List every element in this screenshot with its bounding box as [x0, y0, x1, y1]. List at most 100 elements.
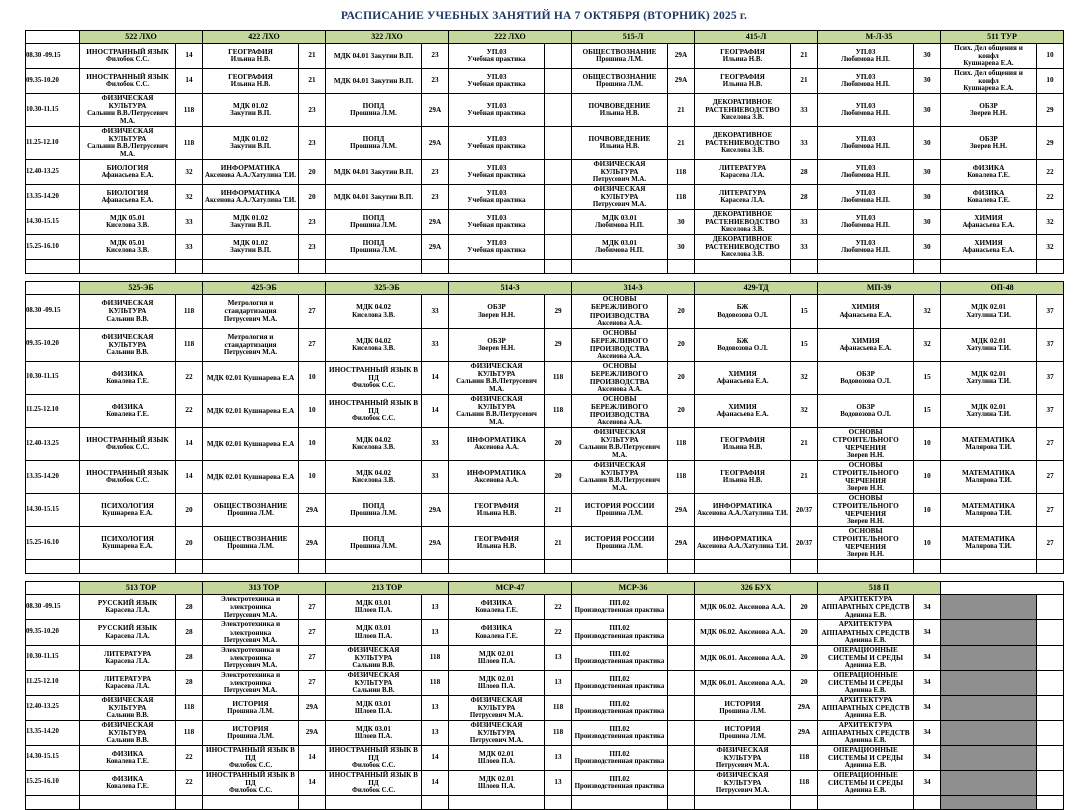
lesson-cell: ОБЩЕСТВОЗНАНИЕ Прошина Л.М.: [202, 493, 300, 528]
room-cell: 118: [544, 393, 573, 428]
group-header: 213 ТОР: [325, 581, 449, 596]
subject-label: ФИЗИЧЕСКАЯ КУЛЬТУРА: [101, 94, 154, 111]
lesson-cell: ПП.02 Производственная практика: [571, 769, 669, 796]
empty-cell: [421, 259, 449, 275]
room-cell: 22: [1036, 184, 1064, 211]
teacher-label: Сальнин В.В.: [352, 661, 395, 669]
room-cell: 30: [913, 234, 941, 261]
empty-cell: [940, 259, 1037, 275]
empty-cell: [79, 794, 176, 810]
room-cell: [1036, 769, 1065, 796]
room-cell: 10: [1036, 68, 1064, 95]
subject-label: ФИЗИЧЕСКАЯ КУЛЬТУРА: [470, 394, 523, 411]
subject-label: ПОПД: [362, 102, 385, 111]
lesson-cell: ОСНОВЫ СТРОИТЕЛЬНОГО ЧЕРЧЕНИЯ Зверев Н.Н.: [817, 493, 915, 528]
subject-label: УП.03: [855, 214, 876, 223]
teacher-label: Сальнин В.В./Петрусевич М.А.: [87, 110, 168, 126]
lesson-cell: ИСТОРИЯ Прошина Л.М.: [694, 694, 792, 721]
teacher-label: Хатулина Т.И.: [966, 377, 1011, 385]
lesson-cell: МАТЕМАТИКА Малярова Т.И.: [940, 526, 1038, 561]
room-cell: 33: [790, 209, 818, 236]
teacher-label: Прошина Л.М.: [719, 707, 766, 715]
lesson-cell: ДЕКОРАТИВНОЕ РАСТЕНИЕВОДСТВО Киселова З.В…: [694, 234, 791, 261]
lesson-cell: УП.03 Учебная практика: [448, 68, 545, 95]
group-header: 511 ТУР: [940, 30, 1064, 44]
lesson-cell: ОБЗР Зверев Н.Н.: [448, 294, 546, 329]
room-cell: 118: [175, 694, 203, 721]
lesson-cell: ФИЗИЧЕСКАЯ КУЛЬТУРА Петрусевич М.А.: [694, 769, 792, 796]
group-header: 326 БУХ: [694, 581, 819, 596]
teacher-label: Аксенова А.А./Хатулина Т.И.: [205, 197, 296, 205]
room-cell: 10: [1036, 42, 1064, 70]
subject-label: МДК 04.01 Закутин В.П.: [333, 52, 414, 60]
teacher-label: Ковалева Г.Е.: [967, 197, 1010, 205]
time-cell: 15.25-16.10: [25, 769, 80, 796]
teacher-label: Производственная практика: [574, 757, 665, 765]
empty-gray-cell: [940, 644, 1038, 671]
lesson-cell: Электротехника и электроника Петрусевич М…: [202, 619, 299, 646]
teacher-label: Закутин В.П.: [230, 110, 271, 118]
lesson-cell: МДК 01.02 Закутин В.П.: [202, 126, 299, 161]
empty-cell: [667, 259, 695, 275]
empty-cell: [1036, 259, 1064, 275]
lesson-cell: УП.03 Любимова Н.П.: [817, 209, 914, 236]
lesson-cell: ОСНОВЫ БЕРЕЖЛИВОГО ПРОИЗВОДСТВА Аксенова …: [571, 294, 669, 329]
lesson-cell: ФИЗИКА Ковалева Г.Е.: [940, 159, 1037, 186]
subject-label: МДК 03.01: [602, 239, 637, 248]
teacher-label: Зверев Н.Н.: [847, 518, 885, 526]
lesson-cell: МДК 03.01 Шлоев П.А.: [325, 594, 422, 621]
room-cell: 29А: [667, 493, 696, 528]
room-cell: 32: [790, 360, 819, 395]
time-cell: 11.25-12.10: [25, 393, 80, 428]
room-cell: 13: [543, 769, 573, 796]
lesson-cell: ИНФОРМАТИКА Аксенова А.А./Хатулина Т.И.: [202, 159, 299, 186]
teacher-label: Зверев Н.Н.: [847, 452, 885, 460]
empty-cell: [913, 794, 942, 810]
time-cell: 14.30-15.15: [25, 744, 80, 771]
subject-label: ОБЗР: [856, 369, 875, 378]
lesson-cell: ХИМИЯ Афанасьева Е.А.: [694, 393, 792, 428]
subject-label: ГЕОГРАФИЯ: [474, 535, 519, 544]
room-cell: 118: [543, 694, 573, 721]
empty-cell: [790, 559, 819, 575]
subject-label: УП.03: [486, 239, 507, 248]
teacher-label: Сальнин В.В.: [106, 348, 149, 356]
lesson-cell: ЛИТЕРАТУРА Карасева Л.А.: [694, 184, 791, 211]
lesson-cell: ЛИТЕРАТУРА Карасева Л.А.: [79, 669, 176, 696]
lesson-cell: МДК 06.01. Аксенова А.А.: [694, 669, 792, 696]
lesson-cell: ОПЕРАЦИОННЫЕ СИСТЕМЫ И СРЕДЫ Аденина Е.В.: [817, 669, 915, 696]
room-cell: 118: [667, 426, 696, 462]
lesson-cell: ГЕОГРАФИЯ Ильина Н.В.: [694, 42, 791, 70]
room-cell: [667, 694, 696, 721]
teacher-label: Любимова Н.П.: [841, 81, 890, 89]
room-cell: [1036, 644, 1065, 671]
subject-label: ИНОСТРАННЫЙ ЯЗЫК: [86, 48, 169, 57]
teacher-label: Филобок С.С.: [105, 56, 150, 64]
subject-label: Электротехника и электроника: [220, 670, 281, 687]
empty-cell: [421, 794, 449, 810]
room-cell: 10: [298, 459, 327, 495]
lesson-cell: УП.03 Учебная практика: [448, 93, 545, 128]
lesson-cell: МАТЕМАТИКА Малярова Т.И.: [940, 459, 1038, 495]
room-cell: 20: [298, 159, 326, 186]
lesson-cell: ОБЩЕСТВОЗНАНИЕ Прошина Л.М.: [202, 526, 300, 561]
subject-label: Электротехника и электроника: [220, 595, 281, 612]
subject-label: ОСНОВЫ СТРОИТЕЛЬНОГО ЧЕРЧЕНИЯ: [832, 427, 899, 452]
room-cell: 10: [913, 459, 942, 495]
subject-label: ОБЗР: [979, 135, 998, 144]
room-cell: [667, 619, 696, 646]
teacher-label: Любимова Н.П.: [841, 222, 890, 230]
lesson-cell: ИСТОРИЯ Прошина Л.М.: [694, 719, 792, 746]
subject-label: ОБЗР: [487, 303, 506, 312]
room-cell: [544, 234, 572, 261]
room-cell: 34: [913, 744, 942, 771]
room-cell: 20: [790, 644, 819, 671]
lesson-cell: МДК 04.02 Киселова З.В.: [325, 294, 423, 329]
subject-label: МДК 05.01: [110, 214, 145, 223]
room-cell: 23: [421, 159, 449, 186]
subject-label: ГЕОГРАФИЯ: [474, 502, 519, 511]
lesson-cell: ГЕОГРАФИЯ Ильина Н.В.: [202, 68, 299, 95]
empty-cell: [448, 559, 546, 575]
empty-cell: [571, 559, 669, 575]
room-cell: 22: [543, 619, 573, 646]
